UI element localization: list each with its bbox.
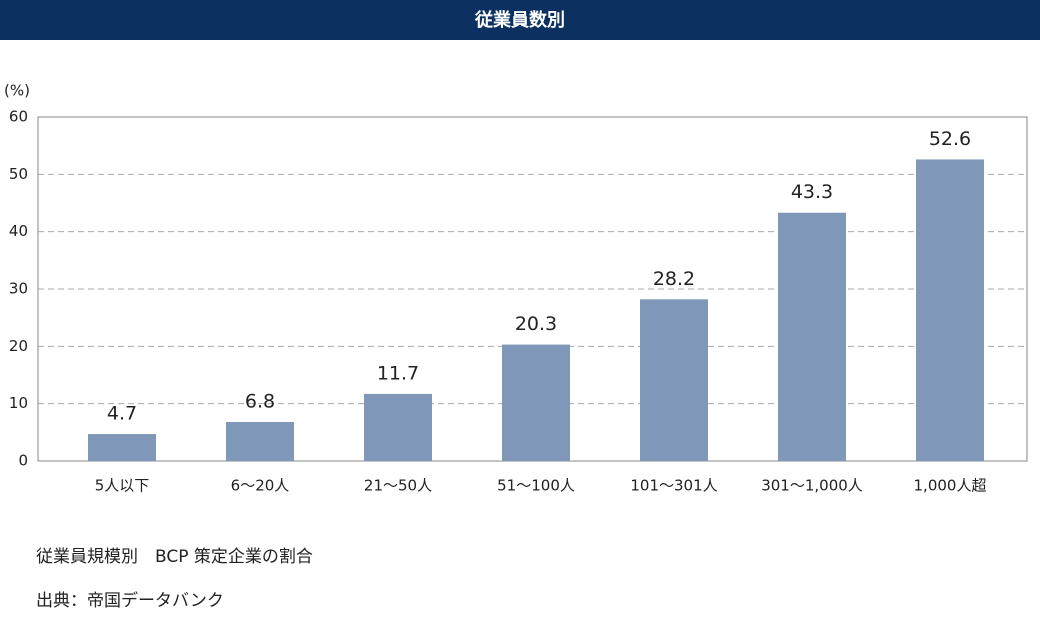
y-tick-label: 20 [9,337,28,355]
bar [640,299,708,461]
value-label: 52.6 [929,128,971,150]
value-label: 4.7 [107,403,137,425]
x-tick-label: 1,000人超 [914,477,987,495]
bar [88,434,156,461]
bar [226,422,294,461]
title-bar [0,0,1040,40]
y-tick-label: 30 [9,280,28,298]
chart-title: 従業員数別 [474,9,565,31]
y-tick-label: 50 [9,165,28,183]
y-tick-label: 40 [9,222,28,240]
bar [778,212,846,461]
x-tick-label: 21～50人 [364,477,432,495]
value-label: 6.8 [245,391,275,413]
y-tick-label: 60 [9,108,28,126]
bar [364,393,432,461]
y-tick-label: 10 [9,394,28,412]
x-tick-label: 5人以下 [95,477,150,495]
x-tick-label: 6～20人 [231,477,290,495]
y-axis-label: (%) [4,82,30,100]
value-label: 28.2 [653,268,695,290]
y-tick-label: 0 [18,452,28,470]
x-tick-label: 51～100人 [497,477,575,495]
value-label: 20.3 [515,313,557,335]
x-tick-label: 301～1,000人 [761,477,863,495]
bar [916,159,984,461]
note: 従業員規模別 BCP 策定企業の割合 [36,547,313,567]
value-label: 43.3 [791,181,833,203]
value-label: 11.7 [377,362,419,384]
note: 出典：帝国データバンク [36,590,224,611]
bar [502,344,570,461]
x-tick-label: 101～301人 [630,477,717,495]
